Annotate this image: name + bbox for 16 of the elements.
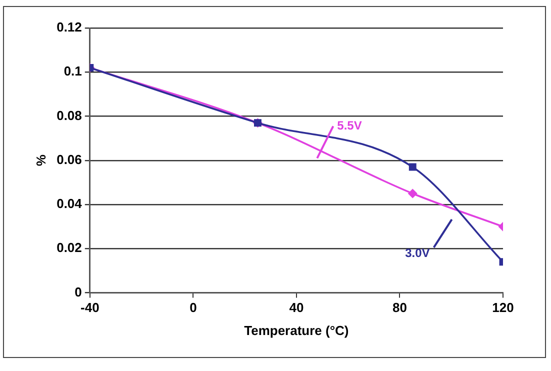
x-tick-label: 40: [289, 300, 304, 316]
x-tick-label: -40: [80, 300, 100, 316]
y-axis-title: %: [33, 154, 48, 166]
x-axis-title: Temperature (°C): [244, 322, 349, 338]
series-label: 5.5V: [337, 118, 362, 133]
y-tick-label: 0.12: [56, 20, 82, 35]
text: 3.0V: [405, 246, 430, 260]
y-tick-label: 0.1: [64, 64, 82, 79]
x-tick-label: 120: [492, 300, 514, 316]
x-tick-label: 0: [190, 300, 197, 316]
y-tick-label: 0: [74, 284, 82, 300]
y-tick-label: 0.02: [56, 240, 82, 256]
y-tick-label: 0.06: [56, 152, 82, 167]
y-tick-label: 0.04: [56, 196, 83, 212]
y-tick-label: 0.08: [56, 108, 82, 123]
x-tick-label: 80: [392, 300, 407, 316]
